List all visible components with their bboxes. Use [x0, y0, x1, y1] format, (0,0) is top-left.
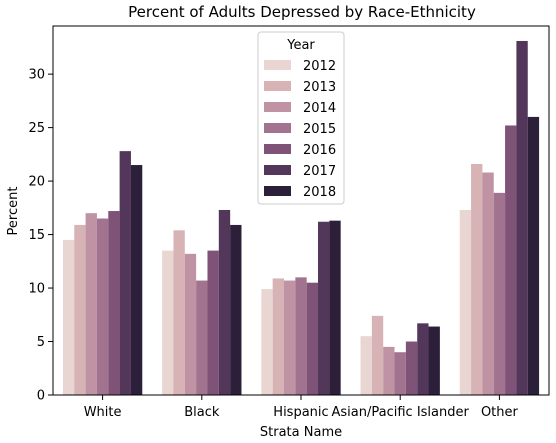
bar-2012-other: [459, 209, 472, 395]
x-tick-label: Black: [184, 405, 220, 420]
y-tick-label: 25: [28, 121, 45, 136]
y-tick-label: 15: [28, 228, 45, 243]
x-tick-label: Other: [481, 405, 519, 420]
legend-label-2013: 2013: [303, 80, 336, 95]
bar-2017-white: [119, 151, 131, 395]
y-tick-label: 0: [37, 389, 45, 404]
bar-2015-hispanic: [295, 277, 307, 395]
legend-swatch-2016: [264, 144, 291, 154]
bar-2018-black: [230, 224, 242, 395]
legend-label-2015: 2015: [303, 122, 336, 137]
bar-2016-black: [207, 250, 219, 395]
bar-2015-asian-pacific-islander: [394, 352, 406, 395]
legend-label-2012: 2012: [303, 59, 336, 74]
bar-2018-white: [130, 165, 143, 395]
legend-title: Year: [286, 38, 315, 53]
bar-2013-white: [74, 224, 86, 395]
bar-2016-white: [108, 211, 120, 395]
legend: Year 2012 2013 2014 2015 2016 2017 2018: [257, 31, 345, 205]
bars-group: [62, 40, 540, 395]
legend-box: [257, 31, 345, 205]
legend-swatch-2013: [264, 81, 291, 91]
bar-2018-hispanic: [329, 220, 341, 395]
bar-2012-white: [62, 239, 75, 395]
bar-2012-asian-pacific-islander: [360, 336, 372, 395]
x-tick-label: Asian/Pacific Islander: [332, 405, 470, 420]
x-tick-label: Hispanic: [273, 405, 328, 420]
bar-2017-asian-pacific-islander: [417, 323, 429, 395]
bar-2014-asian-pacific-islander: [383, 346, 395, 395]
y-axis: 0 5 10 15 20 25 30: [28, 68, 53, 404]
bar-2018-asian-pacific-islander: [428, 326, 440, 395]
bar-2017-hispanic: [318, 221, 330, 395]
bar-2016-hispanic: [306, 282, 319, 395]
legend-label-2017: 2017: [303, 164, 336, 179]
bar-2017-black: [218, 209, 231, 395]
bar-2012-black: [162, 250, 174, 395]
bar-2013-black: [173, 230, 185, 395]
y-axis-label: Percent: [6, 187, 21, 236]
y-tick-label: 5: [37, 335, 45, 350]
bar-2018-other: [527, 116, 540, 395]
bar-2017-other: [516, 40, 528, 395]
bar-2015-black: [196, 280, 208, 395]
chart-title: Percent of Adults Depressed by Race-Ethn…: [128, 3, 476, 21]
y-tick-label: 10: [28, 282, 45, 297]
x-tick-label: White: [84, 405, 122, 420]
legend-label-2014: 2014: [303, 101, 336, 116]
bar-2014-hispanic: [283, 280, 296, 395]
x-axis-label: Strata Name: [260, 425, 342, 440]
bar-2016-other: [505, 125, 517, 395]
legend-label-2016: 2016: [303, 143, 336, 158]
bar-2013-other: [471, 163, 483, 395]
bar-2013-hispanic: [272, 278, 284, 395]
legend-label-2018: 2018: [303, 185, 336, 200]
bar-2012-hispanic: [261, 289, 273, 395]
legend-swatch-2015: [264, 123, 291, 133]
bar-2013-asian-pacific-islander: [371, 315, 384, 395]
x-axis: White Black Hispanic Asian/Pacific Islander…: [84, 395, 519, 420]
y-tick-label: 20: [28, 175, 45, 190]
bar-2014-black: [184, 253, 197, 395]
legend-swatch-2017: [264, 165, 291, 175]
bar-2016-asian-pacific-islander: [405, 341, 418, 395]
plot-frame: [52, 25, 550, 396]
y-tick-label: 30: [28, 68, 45, 83]
legend-swatch-2014: [264, 102, 291, 112]
bar-2015-white: [96, 218, 109, 395]
bar-2014-white: [85, 213, 97, 395]
bar-2014-other: [482, 172, 494, 395]
legend-swatch-2018: [264, 186, 291, 196]
legend-swatch-2012: [264, 60, 291, 70]
bar-2015-other: [493, 192, 506, 395]
